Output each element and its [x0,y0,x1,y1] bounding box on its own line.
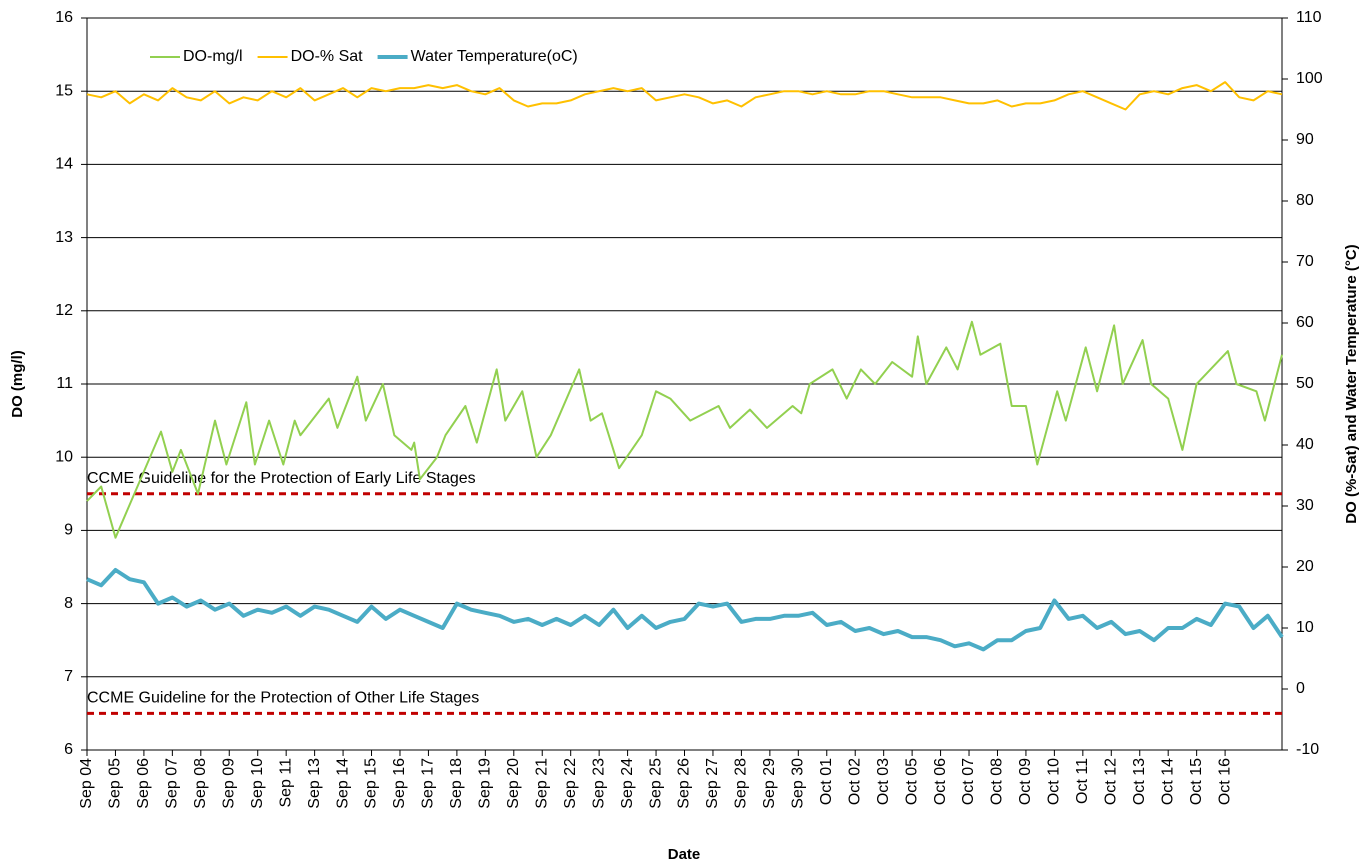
y2-tick-label: -10 [1296,741,1319,758]
y2-axis-title: DO (%-Sat) and Water Temperature (°C) [1343,244,1360,523]
series-line [86,568,1284,652]
x-tick-label: Oct 11 [1074,758,1091,804]
x-tick-label: Sep 15 [363,758,380,809]
x-tick-label: Sep 16 [391,758,408,809]
x-tick-label: Sep 27 [704,758,721,809]
legend-label: DO-mg/l [183,48,243,65]
x-tick-label: Oct 09 [1017,758,1034,805]
y2-tick-label: 30 [1296,497,1314,514]
x-tick-label: Sep 25 [647,758,664,809]
x-tick-label: Oct 02 [846,758,863,805]
y2-tick-label: 70 [1296,253,1314,270]
y2-tick-label: 20 [1296,558,1314,575]
y2-tick-label: 90 [1296,131,1314,148]
y-tick-label: 9 [64,522,73,539]
x-tick-label: Oct 15 [1188,758,1205,805]
y-tick-label: 8 [64,595,73,612]
x-tick-label: Oct 01 [818,758,835,805]
x-tick-label: Sep 20 [505,758,522,809]
x-tick-label: Sep 04 [78,758,95,809]
y2-tick-label: 10 [1296,619,1314,636]
x-tick-label: Sep 18 [448,758,465,809]
x-tick-label: Sep 14 [334,758,351,809]
x-tick-label: Sep 05 [107,758,124,809]
x-tick-label: Oct 03 [875,758,892,805]
y2-tick-label: 0 [1296,680,1305,697]
x-tick-label: Oct 07 [960,758,977,805]
series-line [86,81,1283,111]
x-tick-label: Sep 24 [619,758,636,809]
y-tick-label: 15 [55,82,73,99]
x-axis-title: Date [668,846,701,863]
x-tick-label: Sep 26 [676,758,693,809]
x-tick-label: Oct 16 [1216,758,1233,805]
y2-tick-label: 80 [1296,192,1314,209]
y-tick-label: 14 [55,156,73,173]
x-tick-label: Sep 19 [477,758,494,809]
y2-tick-label: 40 [1296,436,1314,453]
y2-tick-label: 50 [1296,375,1314,392]
x-tick-label: Oct 10 [1046,758,1063,805]
y-tick-label: 7 [64,668,73,685]
x-tick-label: Oct 05 [903,758,920,805]
y-axis-title: DO (mg/l) [9,350,26,418]
series-line [86,320,1283,539]
x-tick-label: Sep 08 [192,758,209,809]
x-tick-label: Sep 17 [420,758,437,809]
x-tick-label: Sep 09 [220,758,237,809]
x-tick-label: Oct 13 [1131,758,1148,805]
x-tick-label: Sep 22 [562,758,579,809]
x-tick-label: Sep 21 [533,758,550,809]
x-tick-label: Sep 11 [277,758,294,808]
x-tick-label: Sep 29 [761,758,778,809]
legend-label: DO-% Sat [291,48,364,65]
x-tick-label: Sep 06 [135,758,152,809]
x-tick-label: Sep 23 [590,758,607,809]
x-tick-label: Sep 10 [249,758,266,809]
y-tick-label: 6 [64,741,73,758]
y-tick-label: 13 [55,229,73,246]
legend-label: Water Temperature(oC) [411,48,578,65]
y2-tick-label: 60 [1296,314,1314,331]
x-tick-label: Oct 12 [1103,758,1120,805]
x-tick-label: Sep 07 [164,758,181,809]
y-tick-label: 11 [56,375,73,392]
x-tick-label: Sep 13 [306,758,323,809]
y-tick-label: 10 [55,448,73,465]
x-tick-label: Sep 28 [733,758,750,809]
reference-label: CCME Guideline for the Protection of Ear… [87,470,476,487]
x-tick-label: Oct 06 [932,758,949,805]
y2-tick-label: 110 [1296,9,1322,26]
y-tick-label: 12 [55,302,73,319]
y2-tick-label: 100 [1296,70,1323,87]
x-tick-label: Oct 14 [1159,758,1176,805]
y-tick-label: 16 [55,9,73,26]
x-tick-label: Oct 08 [989,758,1006,805]
x-tick-label: Sep 30 [790,758,807,809]
reference-label: CCME Guideline for the Protection of Oth… [87,690,479,707]
